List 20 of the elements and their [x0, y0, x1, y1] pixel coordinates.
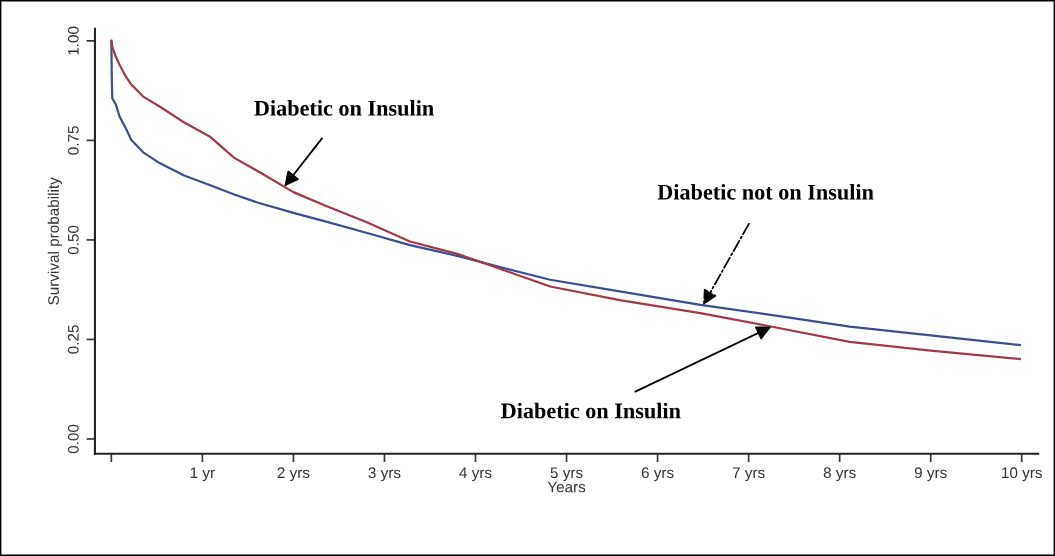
y-tick-label: 0.00 [67, 424, 79, 454]
annotation: Diabetic on Insulin [501, 402, 681, 419]
x-tick-label: 7 yrs [732, 467, 765, 482]
y-tick-label: 0.50 [67, 225, 79, 255]
x-tick-label: 8 yrs [823, 467, 856, 482]
annotation: Diabetic not on Insulin [657, 184, 874, 200]
x-tick-label: 9 yrs [914, 467, 947, 482]
y-tick-label: 0.75 [67, 126, 79, 155]
x-tick-label: 2 yrs [277, 467, 310, 482]
x-tick-label: 5 yrs [550, 467, 583, 482]
x-tick-label: 1 yr [190, 467, 215, 482]
y-axis-title: Survival probability [47, 177, 62, 305]
x-tick-label: 3 yrs [368, 467, 401, 482]
y-tick-label: 0.25 [67, 325, 79, 354]
x-tick-label: 10 yrs [1002, 467, 1042, 482]
annotation: Diabetic on Insulin [254, 100, 434, 116]
x-axis-title: Years [547, 481, 586, 493]
x-tick-label: 4 yrs [459, 467, 492, 482]
x-tick-label: 6 yrs [641, 467, 674, 482]
y-tick-label: 1.00 [67, 26, 79, 55]
